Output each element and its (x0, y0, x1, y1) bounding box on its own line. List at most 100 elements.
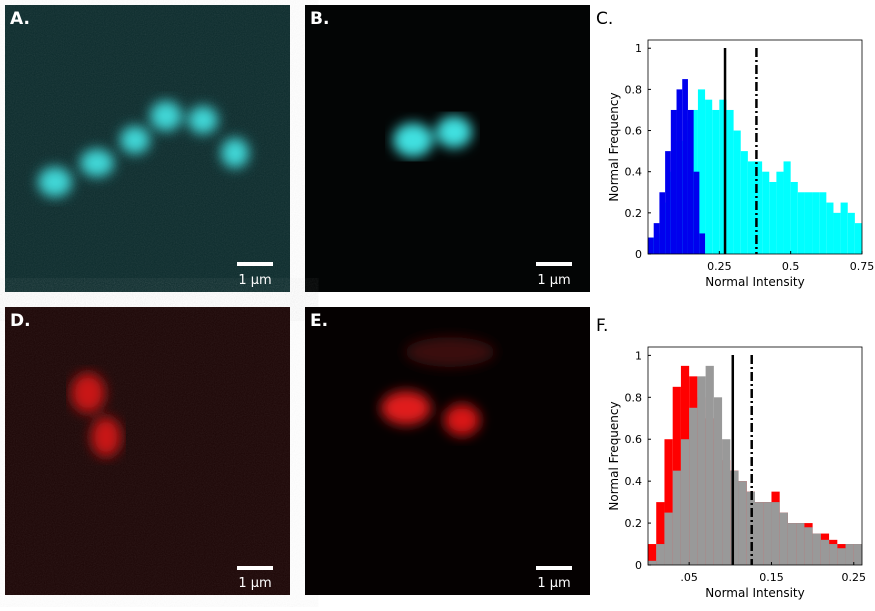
histogram-bar (726, 109, 734, 254)
scale-bar (536, 566, 572, 570)
image-b: B. 1 µm (305, 5, 590, 292)
y-tick-label: 0.8 (625, 391, 643, 404)
scale-bar-label: 1 µm (238, 576, 271, 591)
scale-bar-label: 1 µm (537, 576, 570, 591)
histogram-bar (840, 202, 848, 254)
image-d: D. 1 µm (5, 307, 290, 595)
histogram-bar (820, 539, 830, 565)
panel-label: B. (310, 9, 329, 29)
image-a: A. 1 µm (5, 5, 290, 292)
histogram-bar (804, 192, 813, 254)
y-tick-label: 0 (635, 248, 642, 261)
scale-bar-label: 1 µm (238, 273, 271, 288)
histogram-bar (648, 560, 657, 565)
histogram-bar (837, 548, 846, 565)
histogram-bar (829, 544, 838, 565)
scale-bar (536, 262, 572, 266)
histogram-bar (676, 89, 683, 254)
x-tick-label: 0.15 (759, 571, 784, 584)
histogram-bar (779, 512, 788, 565)
y-axis-label: Normal Frequency (607, 401, 621, 510)
y-tick-label: 1 (635, 42, 642, 55)
histogram-bar (845, 544, 854, 565)
y-tick-label: 0.6 (625, 433, 643, 446)
histogram-bar (653, 223, 660, 254)
histogram-bar (796, 523, 805, 565)
y-tick-label: 0 (635, 559, 642, 572)
histogram-bar (712, 109, 720, 254)
histogram-bar (656, 544, 665, 565)
histogram-bar (659, 192, 666, 254)
x-tick-label: 0.25 (842, 571, 867, 584)
histogram-bar (812, 192, 820, 254)
y-tick-label: 0.8 (625, 83, 643, 96)
histogram-bar (705, 365, 714, 565)
panel-label: E. (310, 311, 328, 331)
histogram-bar (853, 544, 862, 565)
histogram-bar (771, 502, 780, 565)
histogram-bar (689, 407, 698, 565)
histogram-bar (763, 502, 772, 565)
histogram-bar (713, 397, 723, 565)
histogram-bar (656, 502, 665, 565)
histogram-bar (680, 439, 690, 565)
histogram-bar (776, 171, 784, 254)
x-tick-label: 0.5 (782, 260, 800, 273)
histogram-bar (719, 99, 727, 254)
histogram-bar (819, 192, 827, 254)
histogram-bar (769, 181, 777, 254)
histogram-bar (755, 502, 764, 565)
histogram-bar (826, 202, 834, 254)
panel-label: D. (10, 311, 31, 331)
histogram-bar (797, 192, 805, 254)
histogram-bar (693, 171, 700, 254)
histogram-bar (740, 151, 748, 254)
histogram-bar (697, 376, 706, 565)
histogram-bar (833, 212, 841, 254)
y-tick-label: 1 (635, 349, 642, 362)
histogram-bar (672, 470, 681, 565)
histogram-bar (648, 237, 654, 254)
x-tick-label: .05 (680, 571, 698, 584)
histogram-bar (670, 109, 677, 254)
image-e: E. 1 µm (305, 307, 590, 595)
x-tick-label: 0.75 (850, 260, 875, 273)
histogram-bar (699, 233, 706, 254)
histogram-bar (738, 481, 747, 565)
y-axis-label: Normal Frequency (607, 92, 621, 201)
histogram-bar (705, 99, 713, 254)
histogram-bar (783, 161, 791, 254)
histogram-bar (682, 79, 688, 254)
scale-bar-label: 1 µm (537, 273, 570, 288)
x-tick-label: 0.25 (707, 260, 732, 273)
histogram-bar (687, 109, 694, 254)
y-tick-label: 0.2 (625, 207, 643, 220)
histogram-bar (790, 181, 798, 254)
histogram-bar (755, 161, 763, 254)
histogram-bar (664, 439, 673, 565)
histogram-bar (747, 161, 755, 254)
histogram-bar (847, 212, 855, 254)
scale-bar (237, 566, 273, 570)
histogram-bar (762, 171, 770, 254)
y-tick-label: 0.6 (625, 125, 643, 138)
panel-label: A. (10, 9, 30, 29)
histogram-bar (812, 533, 821, 565)
histogram-bar (730, 470, 739, 565)
histogram-bar (697, 89, 706, 254)
x-axis-label: Normal Intensity (705, 275, 804, 289)
histogram-bar (804, 527, 813, 565)
histogram-bar (722, 439, 731, 565)
histogram-bar (854, 223, 862, 254)
panel-label: C. (596, 9, 613, 29)
y-tick-label: 0.4 (625, 166, 643, 179)
histogram-bar (733, 130, 741, 254)
y-tick-label: 0.2 (625, 517, 643, 530)
histogram-bar (664, 512, 673, 565)
panel-label: F. (596, 316, 608, 336)
axes-frame (647, 39, 863, 255)
scale-bar (237, 262, 273, 266)
histogram-bar (787, 523, 797, 565)
histogram-bar (665, 151, 671, 254)
